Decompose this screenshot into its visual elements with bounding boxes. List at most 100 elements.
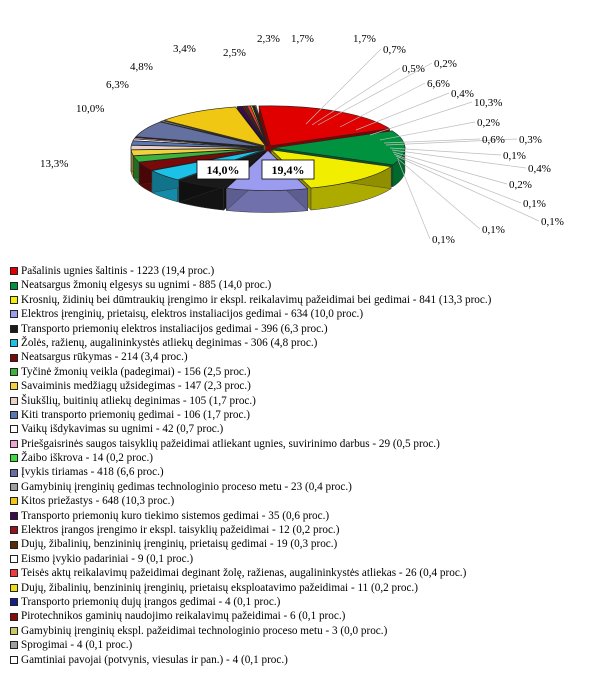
legend-swatch (10, 655, 18, 664)
legend-label: Dujų, žibalinių, benzininių įrenginių, p… (21, 538, 338, 551)
legend-swatch (10, 583, 18, 592)
legend-label: Elektros įrangos įrengimo ir ekspl. tais… (21, 524, 340, 537)
outer-label-13: 0,4% (451, 88, 474, 100)
outer-label-7: 1,7% (291, 33, 314, 45)
legend-item: Tyčinė žmonių veikla (padegimai) - 156 (… (10, 365, 605, 379)
legend-swatch (10, 310, 18, 319)
legend-swatch (10, 555, 18, 563)
legend-label: Elektros įrenginių, prietaisų, elektros … (21, 308, 364, 321)
legend-label: Neatsargus žmonių elgesys su ugnimi - 88… (21, 279, 272, 292)
outer-label-20: 0,2% (509, 179, 532, 191)
leader-line-13 (355, 92, 450, 131)
legend-swatch (10, 411, 18, 420)
legend-swatch (10, 626, 18, 635)
legend-item: Pirotechnikos gaminių naudojimo reikalav… (10, 609, 605, 623)
legend-swatch (10, 569, 18, 578)
pie-slice-13 (134, 136, 264, 148)
legend-item: Žaibo iškrova - 14 (0,2 proc.) (10, 451, 605, 465)
legend-item: Kiti transporto priemonių gedimai - 106 … (10, 408, 605, 422)
legend-label: Transporto priemonių elektros instaliaci… (21, 322, 328, 335)
pie-slice-0 (258, 105, 391, 147)
outer-label-0: 13,3% (40, 158, 68, 170)
legend-label: Gamybinių įrenginių gedimas technologini… (21, 480, 352, 493)
legend-item: Dujų, žibalinių, benzininių įrenginių, p… (10, 581, 605, 595)
legend-item: Įvykis tiriamas - 418 (6,6 proc.) (10, 465, 605, 479)
legend-item: Eismo įvykio padariniai - 9 (0,1 proc.) (10, 552, 605, 566)
legend-item: Pašalinis ugnies šaltinis - 1223 (19,4 p… (10, 264, 605, 278)
outer-label-22: 0,1% (541, 216, 564, 228)
legend-swatch (10, 483, 18, 492)
outer-label-10: 0,5% (402, 63, 425, 75)
outer-label-group: 13,3% 10,0%6,3%4,8% 3,4% 2,5% 2,3% 1,7% 1,7% 0,… (40, 33, 564, 246)
callout-box-14 (196, 159, 250, 180)
legend-label: Sprogimai - 4 (0,1 proc.) (21, 639, 133, 652)
legend-item: Vaikų išdykavimas su ugnimi - 42 (0,7 pr… (10, 422, 605, 436)
outer-label-23: 0,1% (482, 224, 505, 236)
legend-label: Kitos priežastys - 648 (10,3 proc.) (21, 495, 175, 508)
leader-line-24 (397, 159, 431, 240)
legend-item: Sprogimai - 4 (0,1 proc.) (10, 638, 605, 652)
legend-item: Krosnių, židinių bei dūmtraukių įrengimo… (10, 293, 605, 307)
outer-label-21: 0,1% (523, 198, 546, 210)
outer-label-1: 10,0% (76, 103, 104, 115)
leader-line-19 (391, 149, 527, 169)
leader-line-14 (369, 101, 473, 136)
legend-label: Pašalinis ugnies šaltinis - 1223 (19,4 p… (21, 265, 215, 277)
leader-line-15 (379, 121, 476, 141)
pie-slice-16 (163, 106, 267, 147)
legend-swatch (10, 267, 18, 276)
pie-slice-27 (254, 105, 268, 146)
legend-label: Teisės aktų reikalavimų pažeidimai degin… (21, 567, 467, 580)
legend-swatch (10, 353, 18, 362)
legend-label: Pirotechnikos gaminių naudojimo reikalav… (21, 610, 346, 623)
outer-label-17: 0,3% (519, 134, 542, 146)
legend-swatch (10, 339, 18, 348)
outer-label-18: 0,1% (503, 150, 526, 162)
legend-label: Kiti transporto priemonių gedimai - 106 … (21, 408, 250, 421)
legend-item: Neatsargus žmonių elgesys su ugnimi - 88… (10, 278, 605, 292)
legend-label: Neatsargus rūkymas - 214 (3,4 proc.) (21, 351, 188, 364)
pie-slice-14 (135, 121, 264, 148)
outer-label-12: 6,6% (427, 78, 450, 90)
outer-label-19: 0,4% (528, 163, 551, 175)
pie-chart: 13,3% 10,0%6,3%4,8% 3,4% 2,5% 2,3% 1,7% 1,7% 0,… (40, 33, 564, 246)
legend-item: Teisės aktų reikalavimų pažeidimai degin… (10, 566, 605, 580)
callout-box-19-4 (261, 159, 315, 180)
legend-swatch (10, 396, 18, 405)
legend-label: Transporto priemonių dujų įrangos gedima… (21, 595, 281, 608)
legend-label: Krosnių, židinių bei dūmtraukių įrengimo… (21, 293, 492, 306)
outer-label-24: 0,1% (432, 234, 455, 246)
legend-label: Savaiminis medžiagų užsidegimas - 147 (2… (21, 380, 251, 393)
legend-label: Gamybinių įrenginių ekspl. pažeidimai te… (21, 624, 388, 637)
outer-label-4: 3,4% (173, 43, 196, 55)
legend-item: Transporto priemonių elektros instaliaci… (10, 322, 605, 336)
pie-slice-7 (132, 148, 264, 163)
legend-swatch (10, 641, 18, 650)
leader-lines (305, 48, 540, 240)
pie-slice-15 (159, 120, 265, 147)
legend-item: Elektros įrangos įrengimo ir ekspl. tais… (10, 523, 605, 537)
legend-item: Dujų, žibalinių, benzininių įrenginių, p… (10, 537, 605, 551)
legend-label: Priešgaisrinės saugos taisyklių pažeidim… (21, 437, 440, 450)
legend-swatch (10, 540, 18, 549)
outer-label-14: 10,3% (474, 97, 502, 109)
legend-label: Žolės, ražienų, augalininkystės atliekų … (21, 336, 318, 349)
legend-swatch (10, 526, 18, 535)
legend-item: Kitos priežastys - 648 (10,3 proc.) (10, 494, 605, 508)
legend-swatch (10, 511, 18, 520)
legend-swatch (10, 439, 18, 448)
legend-label: Tyčinė žmonių veikla (padegimai) - 156 (… (21, 365, 251, 378)
leader-line-21 (393, 153, 522, 204)
legend-label: Eismo įvykio padariniai - 9 (0,1 proc.) (21, 552, 194, 565)
legend-item: Neatsargus rūkymas - 214 (3,4 proc.) (10, 350, 605, 364)
outer-label-6: 2,3% (257, 33, 280, 45)
leader-line-22 (395, 155, 540, 222)
legend-swatch (10, 454, 18, 463)
legend-swatch (10, 295, 18, 304)
leader-line-12 (339, 82, 426, 128)
leader-line-10 (311, 67, 401, 126)
legend-swatch (10, 382, 18, 391)
pie-slice-8 (130, 147, 264, 156)
outer-label-11: 0,2% (434, 58, 457, 70)
legend-label: Dujų, žibalinių, benzininių įrenginių, p… (21, 581, 418, 594)
